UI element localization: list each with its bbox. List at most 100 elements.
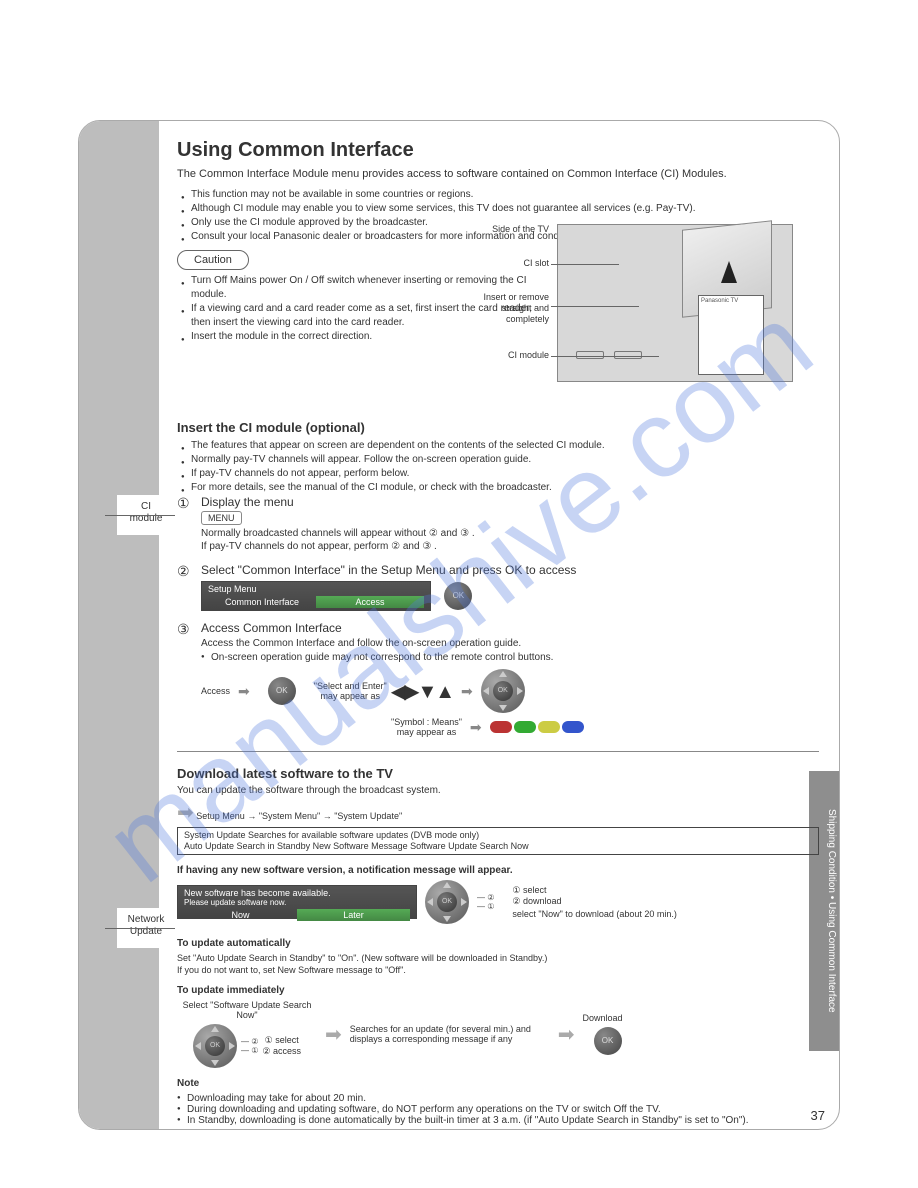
col3: "Symbol : Means" may appear as <box>391 717 462 737</box>
dpad-icon: OK <box>425 880 469 924</box>
box-line2: Auto Update Search in Standby New Softwa… <box>184 841 812 852</box>
slot-leader-line <box>551 264 619 265</box>
direction-arrows-icon: ◀▶▼▲ <box>391 679 453 704</box>
imm-step3: Download <box>583 1013 623 1023</box>
col2: "Select and Enter" may appear as <box>314 681 387 701</box>
insert-arrow-icon <box>721 261 737 283</box>
caution-item: Insert the module in the correct directi… <box>181 330 541 344</box>
col1-label: Access <box>201 686 230 696</box>
ci-card-shape: Panasonic TV <box>698 295 764 375</box>
dpad-icon: OK <box>481 669 525 713</box>
setnow-title: If you do not want to, set New Software … <box>177 965 819 975</box>
immediate-update-title: To update immediately <box>177 985 819 996</box>
t: ② download <box>512 896 676 907</box>
ok-button-icon: OK <box>268 677 296 705</box>
t: straight and <box>502 303 549 313</box>
download-title: Download latest software to the TV <box>177 766 819 781</box>
t: Network <box>128 914 165 925</box>
insert-bullets: The features that appear on screen are d… <box>181 439 819 495</box>
step3-title: Access Common Interface <box>201 621 819 635</box>
step2-title: Select "Common Interface" in the Setup M… <box>201 563 819 577</box>
ci-slot-diagram: Panasonic TV <box>557 224 793 382</box>
setup-menu-graphic: Setup Menu Common Interface Access <box>201 581 431 611</box>
menu-title: Setup Menu <box>208 584 424 594</box>
step-number-3: ③ <box>177 621 190 638</box>
color-buttons-icon <box>490 721 584 733</box>
arrow-icon: ➡ <box>457 683 477 700</box>
t: ② access <box>262 1046 301 1057</box>
top-bullet: Although CI module may enable you to vie… <box>181 202 819 216</box>
dialog-line2: Please update software now. <box>184 898 410 907</box>
page-title: Using Common Interface <box>177 139 819 162</box>
dialog-opt-later: Later <box>297 909 410 921</box>
t: may appear as <box>397 727 457 737</box>
new-software-note: If having any new software version, a no… <box>177 865 819 876</box>
t: "Symbol : Means" <box>391 717 462 727</box>
t: If pay-TV channels do not appear, perfor… <box>201 541 437 552</box>
label-leader-line <box>105 928 175 929</box>
t: select "Now" to download (about 20 min.) <box>512 909 676 919</box>
step-2: ② Select "Common Interface" in the Setup… <box>177 563 819 611</box>
note-item: In Standby, downloading is done automati… <box>177 1115 819 1126</box>
note-item: Downloading may take for about 20 min. <box>177 1093 819 1104</box>
menu-button-label: MENU <box>201 511 242 525</box>
step-3: ③ Access Common Interface Access the Com… <box>177 621 819 737</box>
note-item: During downloading and updating software… <box>177 1104 819 1115</box>
imm-anno-text: ① select ② access <box>262 1035 301 1057</box>
nu-desc: ① select ② download select "Now" to down… <box>512 885 676 919</box>
t: Setup Menu → "System Menu" → "System Upd… <box>196 811 402 821</box>
insert-bullet: If pay-TV channels do not appear, perfor… <box>181 467 819 481</box>
t: "Select and Enter" <box>314 681 387 691</box>
ok-center: OK <box>493 681 513 701</box>
t: ① select <box>262 1035 301 1046</box>
module-label-text: CI module <box>508 350 549 361</box>
ok-button-icon: OK <box>444 582 472 610</box>
insert-bullet: Normally pay-TV channels will appear. Fo… <box>181 453 819 467</box>
step1-desc: Normally broadcasted channels will appea… <box>201 527 819 553</box>
notes-title: Note <box>177 1078 819 1089</box>
slot-label-text: CI slot <box>523 258 549 269</box>
dpad-icon: OK <box>193 1024 237 1068</box>
menu-row-value: Access <box>316 596 424 608</box>
notes-list: Downloading may take for about 20 min. D… <box>177 1093 819 1126</box>
insert-leader-line <box>551 306 639 307</box>
arrow-icon: ➡ <box>234 683 254 700</box>
t: Normally broadcasted channels will appea… <box>201 528 475 539</box>
caution-label: Caution <box>177 250 249 270</box>
menu-row-label: Common Interface <box>208 596 316 608</box>
box-line1: System Update Searches for available sof… <box>184 830 812 841</box>
t: completely <box>506 314 549 324</box>
download-intro: You can update the software through the … <box>177 785 819 796</box>
update-dialog-graphic: New software has become available. Pleas… <box>177 885 417 919</box>
anno-select: — ② — ① <box>477 893 494 911</box>
download-path: ➡ Setup Menu → "System Menu" → "System U… <box>177 800 819 825</box>
insert-bullet: The features that appear on screen are d… <box>181 439 819 453</box>
dialog-line1: New software has become available. <box>184 888 410 898</box>
t: may appear as <box>320 691 380 701</box>
t: CI <box>141 501 151 512</box>
imm-step1: Select "Software Update Search Now" <box>177 1000 317 1020</box>
big-arrow-icon: ➡ <box>177 802 194 824</box>
ok-button-icon: OK <box>594 1027 622 1055</box>
label-leader-line <box>105 515 175 516</box>
big-arrow-icon: ➡ <box>325 1022 342 1047</box>
left-sidebar-stripe <box>79 121 159 1129</box>
dialog-opt-now: Now <box>184 909 297 921</box>
step-1: ① Display the menu MENU Normally broadca… <box>177 495 819 553</box>
ci-card-label: Panasonic TV <box>699 296 763 306</box>
insert-label-text: Insert or remove straight and completely <box>429 292 549 325</box>
auto-update-title: To update automatically <box>177 938 819 949</box>
ok-center: OK <box>437 892 457 912</box>
imm-anno: — ② — ① <box>241 1037 258 1055</box>
system-update-box: System Update Searches for available sof… <box>177 827 819 855</box>
page-subtitle: The Common Interface Module menu provide… <box>177 168 819 180</box>
big-arrow-icon: ➡ <box>558 1022 575 1047</box>
step-number-2: ② <box>177 563 190 580</box>
insert-section-head: Insert the CI module (optional) <box>177 420 819 435</box>
t: Insert or remove <box>483 292 549 302</box>
diagram-side-label: Side of the TV <box>492 224 549 234</box>
step-number-1: ① <box>177 495 190 512</box>
page-frame: Shipping Condition • Using Common Interf… <box>78 120 840 1130</box>
imm-step2: Searches for an update (for several min.… <box>350 1024 550 1044</box>
ok-center: OK <box>205 1036 225 1056</box>
